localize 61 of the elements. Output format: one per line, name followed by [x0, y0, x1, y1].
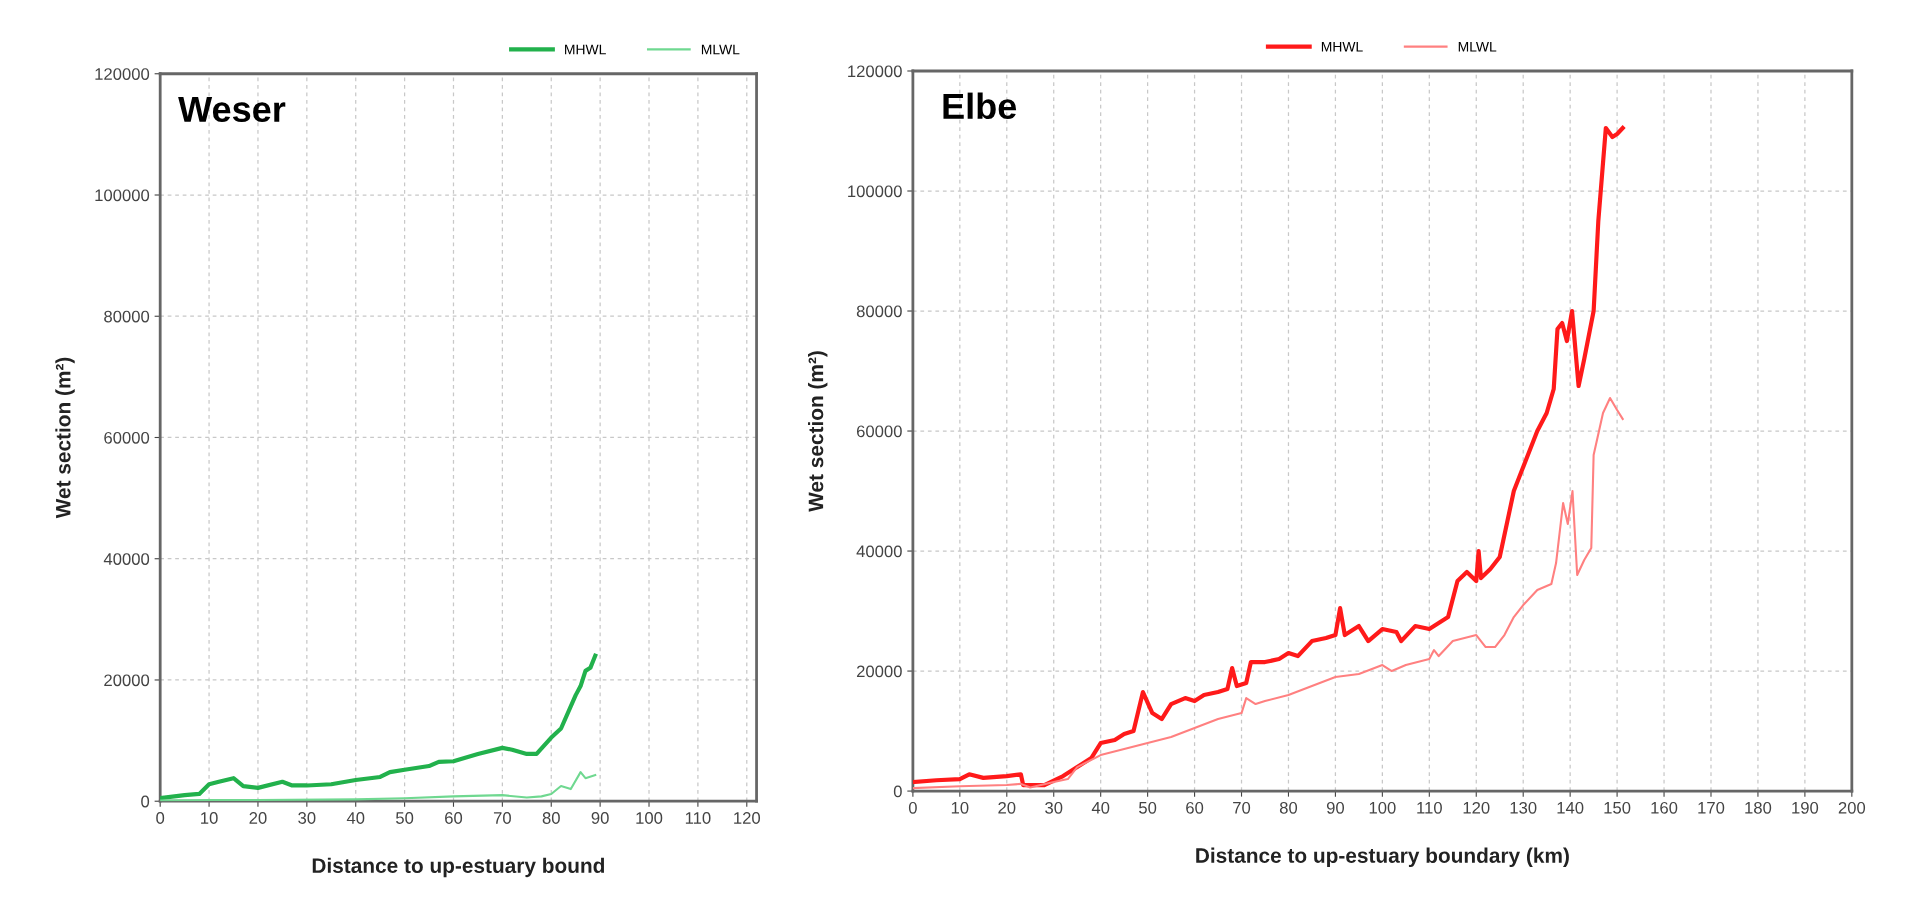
- y-tick-label: 80000: [856, 305, 902, 318]
- y-tick-label: 120000: [95, 68, 150, 80]
- x-tick-label: 100: [636, 812, 663, 824]
- x-tick-label: 10: [951, 801, 969, 814]
- legend-label: MHWL: [565, 44, 606, 55]
- x-tick-label: 80: [1279, 801, 1298, 814]
- x-tick-label: 30: [298, 812, 316, 824]
- x-tick-label: 90: [1326, 801, 1345, 814]
- x-tick-label: 110: [685, 812, 711, 824]
- x-tick-label: 40: [346, 812, 365, 824]
- x-tick-label: 80: [542, 812, 560, 824]
- x-tick-label: 20: [249, 812, 267, 824]
- x-tick-label: 0: [156, 812, 165, 824]
- x-tick-label: 60: [1186, 801, 1204, 814]
- x-tick-label: 30: [1045, 801, 1063, 814]
- y-tick-label: 20000: [856, 665, 902, 678]
- x-tick-label: 130: [1510, 801, 1537, 814]
- chart-title: Weser: [178, 96, 286, 123]
- y-tick-label: 120000: [848, 65, 902, 78]
- chart-title: Elbe: [943, 92, 1017, 120]
- x-tick-label: 60: [445, 812, 463, 824]
- y-tick-label: 60000: [856, 425, 902, 438]
- x-tick-label: 110: [1417, 801, 1442, 814]
- line-series: [912, 396, 1624, 790]
- legend-label: MHWL: [1321, 41, 1363, 52]
- x-tick-label: 120: [734, 812, 761, 824]
- y-tick-label: 100000: [95, 189, 150, 202]
- line-series: [160, 653, 598, 801]
- x-tick-label: 190: [1792, 801, 1819, 814]
- line-series: [160, 771, 597, 802]
- y-tick-label: 20000: [104, 674, 150, 687]
- legend-label: MLWL: [701, 44, 740, 55]
- x-tick-label: 200: [1838, 801, 1866, 814]
- y-tick-label: 40000: [856, 545, 902, 558]
- x-tick-label: 70: [1233, 801, 1251, 814]
- y-tick-label: 100000: [848, 185, 902, 198]
- y-tick-label: 40000: [103, 553, 150, 565]
- x-tick-label: 100: [1369, 801, 1396, 814]
- x-tick-label: 50: [396, 812, 414, 824]
- x-tick-label: 120: [1463, 801, 1490, 814]
- y-axis-title: Wet section (m²): [55, 357, 75, 519]
- x-tick-label: 0: [908, 801, 917, 814]
- x-tick-label: 180: [1745, 801, 1772, 814]
- y-axis-title: Wet section (m²): [808, 351, 828, 512]
- x-tick-label: 150: [1604, 801, 1631, 814]
- x-tick-label: 20: [998, 801, 1016, 814]
- y-tick-label: 0: [893, 785, 902, 798]
- x-axis-title: Distance to up-estuary bound: [312, 857, 605, 878]
- y-tick-label: 80000: [104, 310, 150, 323]
- x-tick-label: 160: [1651, 801, 1678, 814]
- x-tick-label: 40: [1091, 801, 1110, 814]
- legend-label: MLWL: [1458, 41, 1497, 52]
- x-tick-label: 50: [1139, 801, 1157, 814]
- x-tick-label: 10: [201, 812, 218, 824]
- y-tick-label: 60000: [104, 431, 150, 444]
- x-tick-label: 140: [1557, 801, 1584, 814]
- x-tick-label: 90: [591, 812, 609, 824]
- x-tick-label: 170: [1698, 801, 1725, 814]
- x-axis-title: Distance to up-estuary boundary (km): [1196, 847, 1569, 868]
- x-tick-label: 70: [493, 812, 511, 824]
- line-series: [912, 125, 1625, 788]
